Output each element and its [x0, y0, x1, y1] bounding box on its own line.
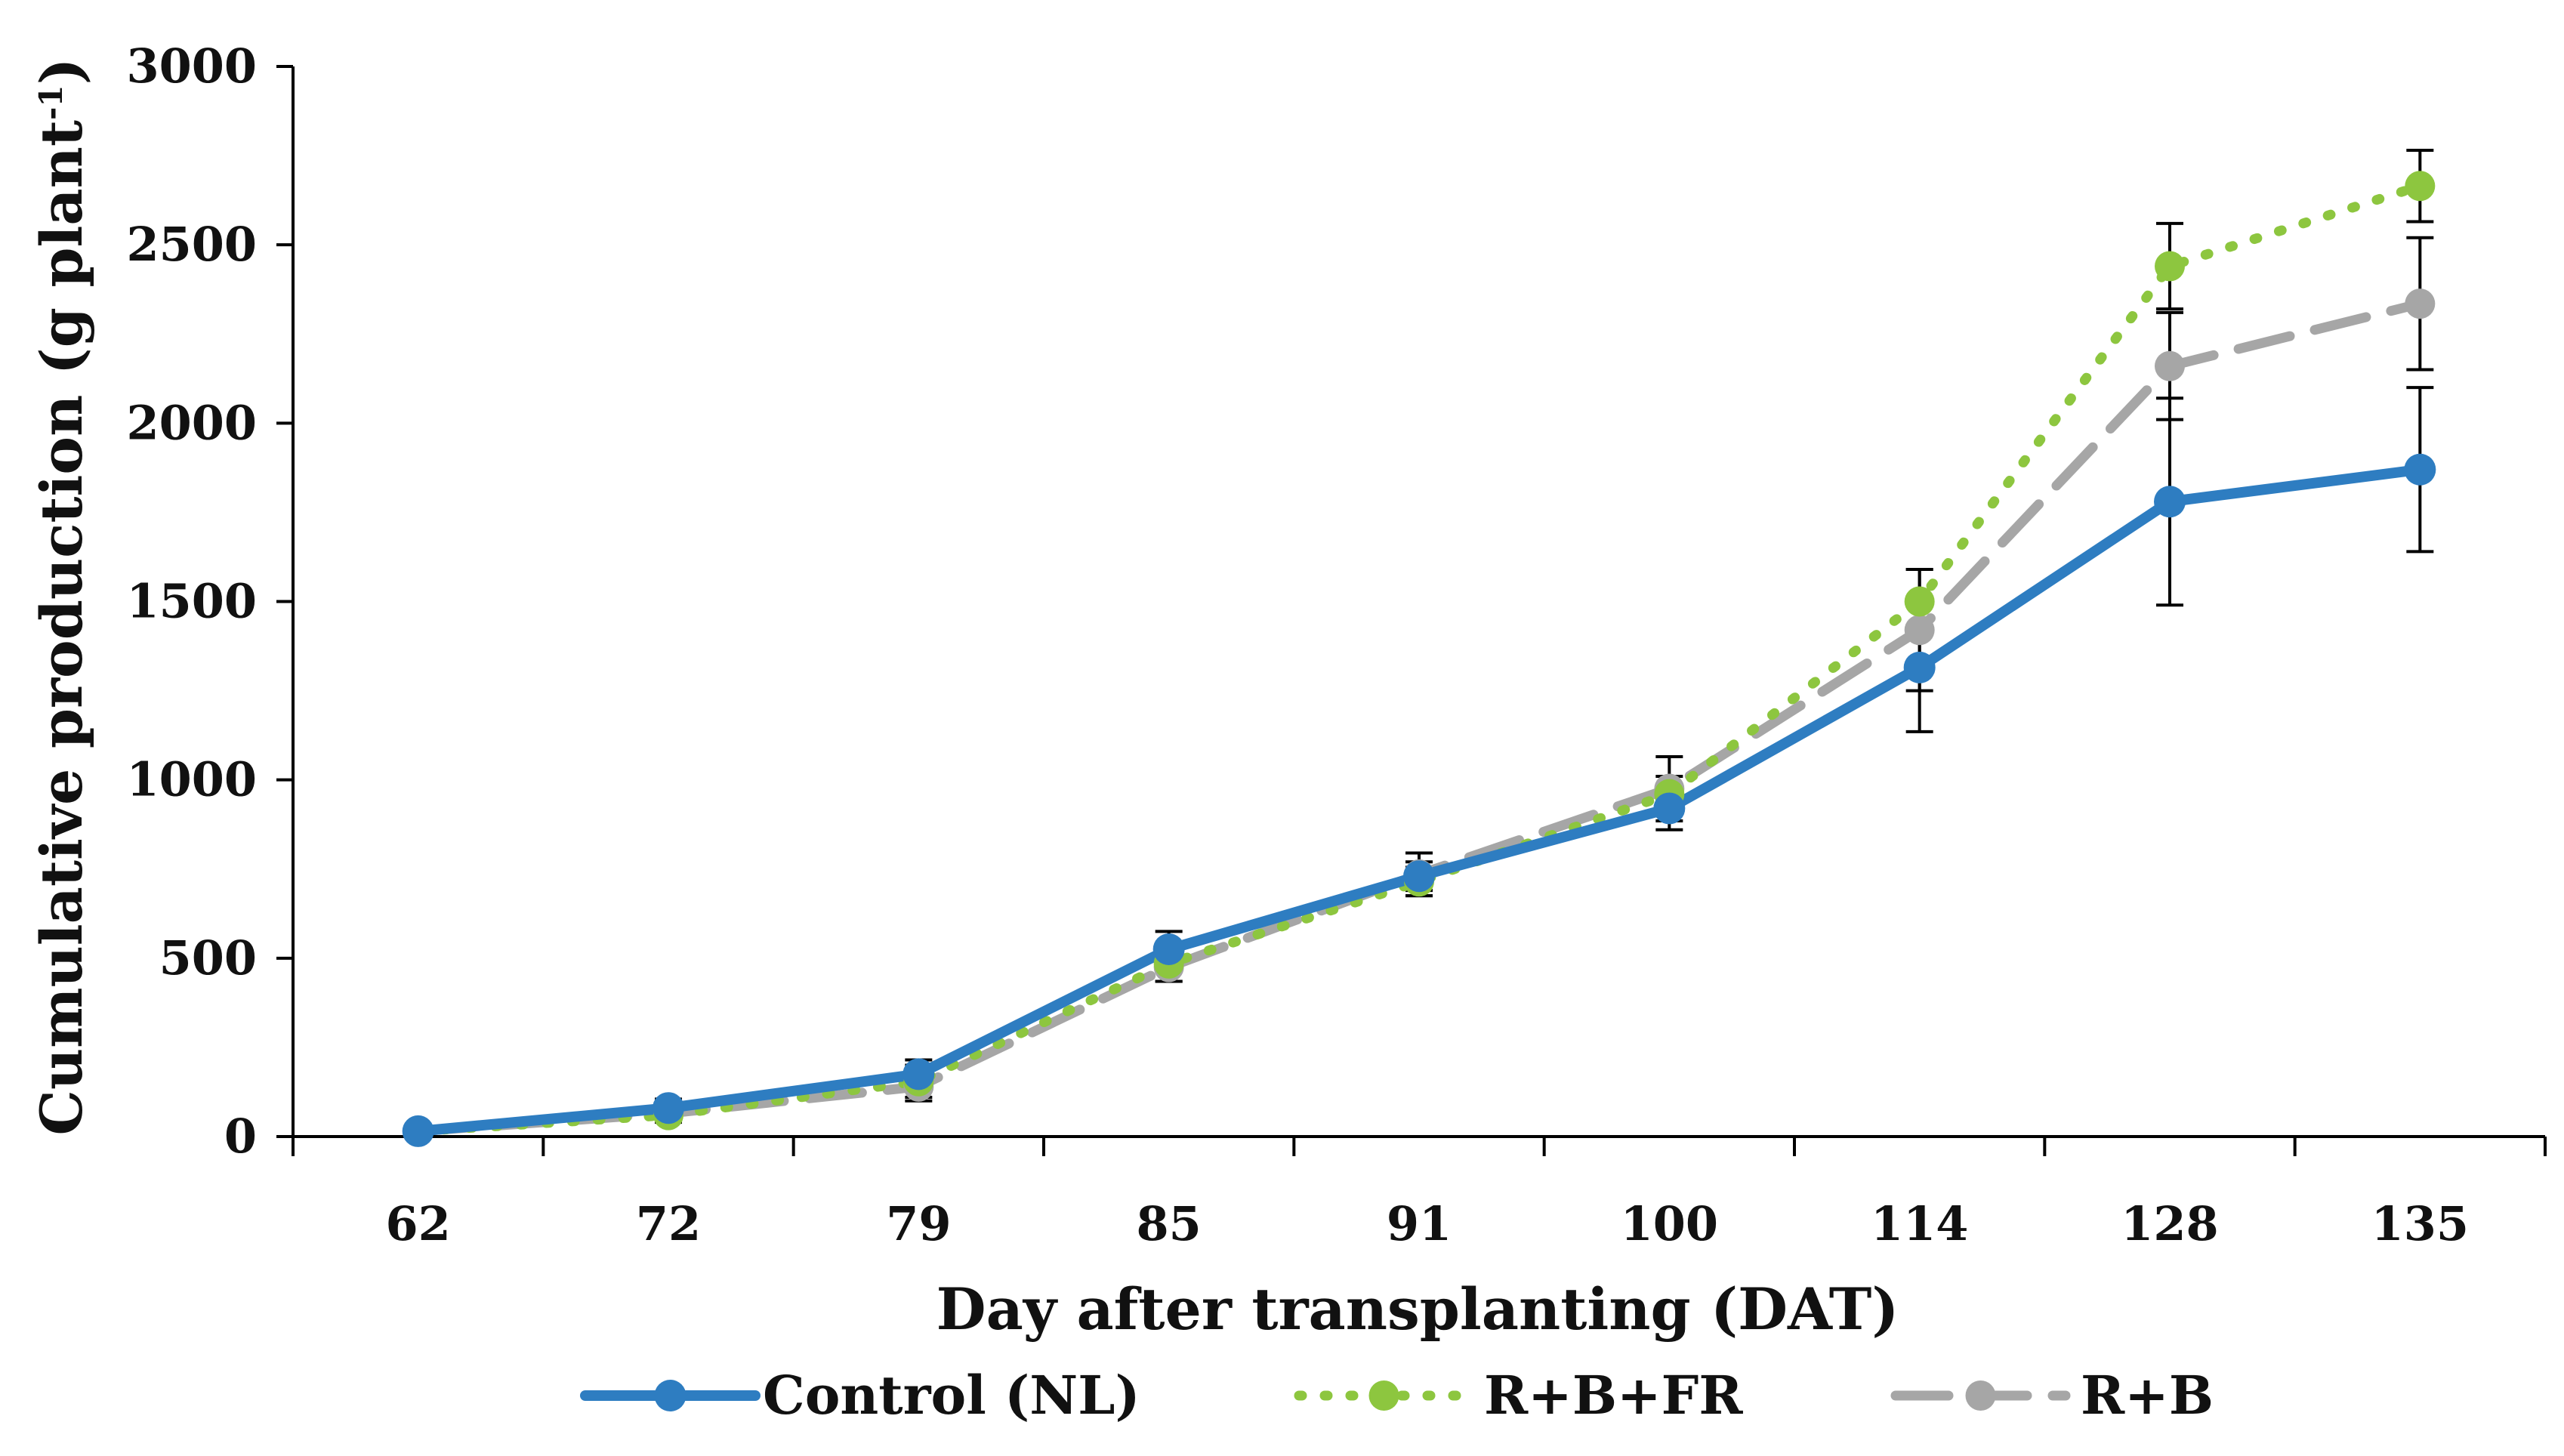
x-tick-label: 72 — [636, 1196, 701, 1251]
data-point — [2154, 486, 2186, 518]
y-axis-title-superscript: -1 — [32, 85, 69, 120]
y-tick-label: 1500 — [126, 574, 257, 629]
data-point — [1904, 586, 1935, 617]
legend-item: Control (NL) — [580, 1364, 1140, 1427]
data-point — [2405, 171, 2436, 202]
x-tick-label: 128 — [2121, 1196, 2218, 1251]
x-tick-label: 135 — [2371, 1196, 2469, 1251]
x-axis-title: Day after transplanting (DAT) — [936, 1276, 1899, 1343]
x-tick-label: 114 — [1871, 1196, 1968, 1251]
y-tick-label: 3000 — [126, 39, 257, 94]
x-tick-label: 79 — [886, 1196, 951, 1251]
data-point — [1653, 792, 1686, 825]
legend-label: Control (NL) — [763, 1364, 1140, 1427]
data-point — [2155, 350, 2185, 381]
data-point — [1903, 651, 1936, 683]
series-line-control — [412, 464, 2426, 1137]
y-tick-label: 1000 — [126, 752, 257, 807]
data-point — [653, 1092, 684, 1124]
data-point — [1403, 860, 1435, 893]
y-axis-title-main: Cumulative production (g plant — [28, 120, 95, 1136]
legend-item: R+B+FR — [1294, 1364, 1743, 1427]
legend-marker — [1368, 1380, 1399, 1411]
data-point — [402, 1115, 434, 1147]
legend-marker — [654, 1380, 687, 1411]
data-point — [902, 1058, 935, 1090]
x-tick-label: 62 — [386, 1196, 451, 1251]
x-tick-label: 91 — [1387, 1196, 1452, 1251]
data-point — [2404, 453, 2436, 486]
series-line-rb — [413, 298, 2425, 1137]
x-tick-label: 100 — [1621, 1196, 1718, 1251]
y-tick-label: 0 — [224, 1109, 257, 1164]
y-tick-label: 2000 — [126, 395, 257, 450]
legend-marker — [1965, 1380, 1996, 1411]
y-tick-label: 2500 — [126, 217, 257, 272]
data-point — [2405, 288, 2436, 319]
legend-label: R+B — [2081, 1364, 2214, 1427]
data-point — [1152, 933, 1185, 966]
y-axis-title: Cumulative production (g plant-1) — [28, 57, 95, 1135]
y-tick-label: 500 — [159, 930, 257, 986]
x-tick-label: 85 — [1137, 1196, 1202, 1251]
data-point — [1904, 615, 1935, 646]
legend: Control (NL) R+B+FR R+B — [580, 1364, 2214, 1427]
legend-item: R+B — [1890, 1364, 2214, 1427]
data-point — [2155, 251, 2185, 282]
series-line-rbfr — [413, 180, 2425, 1137]
legend-label: R+B+FR — [1484, 1364, 1743, 1427]
y-axis-title-suffix: ) — [28, 57, 95, 85]
